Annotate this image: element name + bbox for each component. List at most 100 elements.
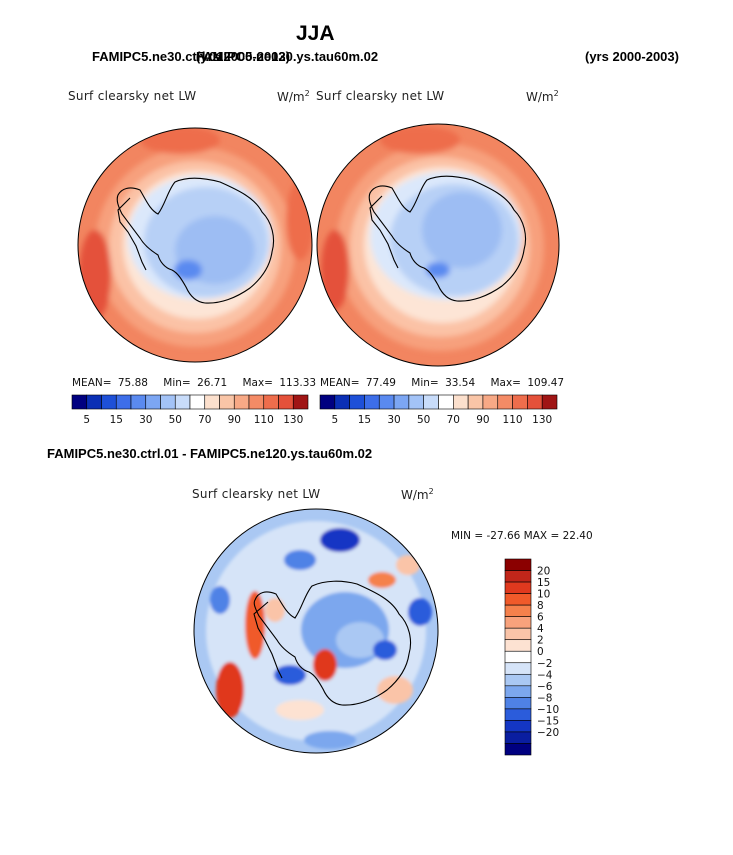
cbar1-swatch-7	[174, 394, 191, 410]
mapd-blob-8	[320, 528, 360, 552]
cbar2-tick-1: 15	[358, 414, 371, 426]
panel2-units-base: W/m	[526, 90, 554, 104]
cbar1-swatch-5	[145, 394, 161, 410]
panel1-units-exp: 2	[304, 89, 310, 98]
cbar2-swatch-11	[482, 394, 499, 410]
map1-ice-c	[174, 260, 202, 280]
cbar3-swatch-0	[504, 558, 532, 571]
cbar3-tick-10: −6	[537, 681, 553, 693]
panel2-units: W/m2	[526, 89, 559, 104]
cbar2-tick-7: 130	[532, 414, 552, 426]
cbar2-swatch-10	[467, 394, 484, 410]
diff-units: W/m2	[401, 487, 434, 502]
colorbar-panel1: 5 15 30 50 70 90 110 130	[71, 394, 309, 426]
panel2-stats: MEAN= 77.49 Min= 33.54 Max= 109.47	[320, 377, 564, 389]
panel1-variable: Surf clearsky net LW	[68, 89, 197, 103]
panel2-mean-label: MEAN=	[320, 377, 360, 389]
cbar3-tick-14: −20	[537, 727, 559, 739]
map-diff	[194, 509, 438, 753]
panel2-max: 109.47	[527, 377, 565, 389]
cbar3-swatch-7	[504, 639, 532, 652]
mapd-blob-10	[408, 598, 432, 626]
cbar1-swatch-1	[86, 394, 102, 410]
cbar1-swatch-11	[233, 394, 250, 410]
diff-title: FAMIPC5.ne30.ctrl.01 - FAMIPC5.ne120.ys.…	[47, 446, 373, 461]
cbar3-tick-6: 2	[537, 635, 544, 647]
mapd-blob-6	[377, 676, 413, 704]
case2-years: (yrs 2000-2003)	[585, 49, 679, 64]
cbar3-tick-11: −8	[537, 692, 552, 704]
panel2-variable: Surf clearsky net LW	[316, 89, 445, 103]
mapd-blob-2	[245, 591, 265, 659]
cbar1-tick-0: 5	[83, 414, 90, 426]
cbar2-swatch-0	[319, 394, 336, 410]
cbar1-swatch-0	[71, 394, 88, 410]
cbar3-tick-3: 8	[537, 600, 544, 612]
mapd-blob-17	[373, 640, 397, 660]
cbar1-tick-2: 30	[139, 414, 152, 426]
map2-ice-b	[422, 192, 502, 268]
panel2-max-label: Max=	[490, 377, 521, 389]
panel1-stats: MEAN= 75.88 Min= 26.71 Max= 113.33	[72, 377, 316, 389]
cbar3-swatch-3	[504, 593, 532, 606]
mapd-border	[193, 508, 439, 754]
cbar3-swatch-4	[504, 604, 532, 617]
cbar2-swatch-15	[541, 394, 558, 410]
cbar2-swatch-13	[512, 394, 528, 410]
cbar1-tick-6: 110	[254, 414, 274, 426]
map1-warm-top	[140, 128, 220, 154]
cbar3-swatch-5	[504, 616, 532, 629]
cbar3-swatch-16	[504, 743, 532, 756]
mapd-blob-15	[336, 622, 384, 658]
cbar2-tick-6: 110	[503, 414, 523, 426]
case1-years: (yrs 2000-2003)	[196, 49, 290, 64]
cbar2-tick-3: 50	[417, 414, 430, 426]
map-panel1	[78, 128, 312, 362]
panel1-min: 26.71	[197, 377, 228, 389]
map2-warm-left	[321, 230, 349, 310]
cbar3-tick-1: 15	[537, 577, 550, 589]
cbar3-swatch-2	[504, 581, 532, 594]
cbar1-swatch-6	[160, 394, 176, 410]
mapd-blob-13	[210, 586, 230, 614]
cbar1-swatch-14	[278, 394, 294, 410]
mapd-coastline	[253, 580, 412, 706]
cbar3-tick-2: 10	[537, 589, 550, 601]
cbar2-tick-0: 5	[331, 414, 338, 426]
mapd-blob-16	[313, 649, 337, 681]
panel2-min: 33.54	[445, 377, 476, 389]
cbar3-swatch-6	[504, 627, 532, 641]
cbar1-swatch-15	[292, 394, 309, 410]
cbar3-tick-13: −15	[537, 715, 559, 727]
cbar1-swatch-9	[204, 394, 220, 410]
mapd-blob-12	[304, 731, 356, 749]
panel1-min-label: Min=	[163, 377, 191, 389]
diff-units-exp: 2	[428, 487, 434, 496]
panel2-min-label: Min=	[411, 377, 439, 389]
map1-coastline	[116, 177, 275, 304]
cbar3-swatch-10	[504, 673, 532, 687]
map2-warm-top	[380, 126, 460, 154]
mapd-blob-7	[276, 700, 324, 720]
cbar2-swatch-5	[393, 394, 410, 410]
panel1-units-base: W/m	[277, 90, 305, 104]
cbar1-swatch-3	[115, 394, 132, 410]
cbar1-tick-4: 70	[198, 414, 211, 426]
cbar2-tick-2: 30	[387, 414, 400, 426]
cbar1-swatch-13	[263, 394, 279, 410]
mapd-peninsula	[253, 601, 283, 679]
map1-peninsula	[117, 197, 147, 271]
panel1-max-label: Max=	[242, 377, 273, 389]
mapd-blob-11	[274, 665, 306, 685]
mapd-blob-1	[216, 662, 244, 718]
diff-variable: Surf clearsky net LW	[192, 487, 321, 501]
panel1-mean: 75.88	[117, 377, 148, 389]
cbar2-swatch-4	[378, 394, 395, 410]
season-title: JJA	[296, 22, 335, 45]
cbar2-swatch-14	[527, 394, 543, 410]
cbar2-tick-4: 70	[447, 414, 460, 426]
cbar3-swatch-13	[504, 708, 532, 721]
cbar1-tick-1: 15	[110, 414, 123, 426]
cbar3-swatch-1	[504, 570, 532, 583]
